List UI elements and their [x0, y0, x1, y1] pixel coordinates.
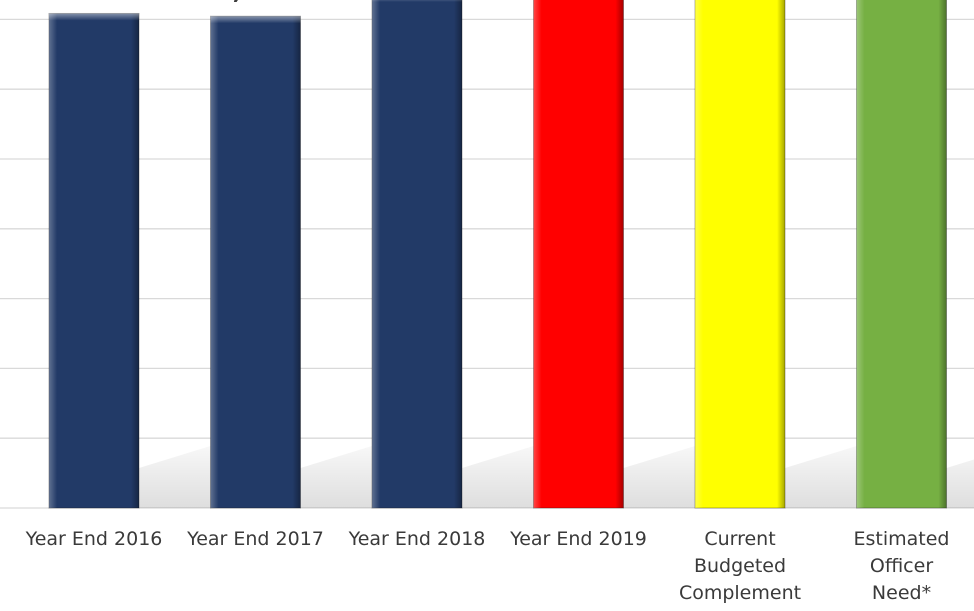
bar [856, 0, 947, 509]
bar [210, 15, 301, 509]
bar-body [533, 0, 624, 509]
value-labels: 1,9671,9592,0202,0772,1262,300 [53, 0, 297, 5]
x-tick-label: Year End 2018 [348, 528, 486, 550]
bar [48, 12, 140, 509]
bar-bevel-right [292, 16, 301, 508]
bar-bevel-left [49, 13, 57, 508]
x-tick-label: Estimated Officer Need* [853, 528, 950, 604]
bar [533, 0, 624, 509]
bar-shadow [946, 459, 974, 508]
bar-bevel-right [131, 13, 139, 508]
bar-body [210, 15, 301, 509]
bar-body [48, 12, 140, 509]
bar-bevel-right [615, 0, 624, 508]
bar [694, 0, 786, 509]
x-tick-label: Year End 2017 [187, 528, 324, 550]
bar-body [694, 0, 786, 509]
bar-bevel-top [210, 16, 301, 24]
bar-bevel-left [210, 16, 219, 508]
bar-bevel-right [454, 0, 462, 509]
bar-bevel-top [49, 13, 139, 21]
x-tick-label: Current Budgeted Complement [678, 528, 802, 604]
bars [48, 0, 947, 509]
value-label: 1,959 [214, 0, 296, 5]
bar-bevel-left [372, 0, 380, 509]
bar-bevel-left [856, 0, 865, 508]
bar-bevel-right [777, 0, 785, 508]
bar-body [371, 0, 463, 509]
gridlines [0, 18, 974, 509]
value-label: 1,967 [53, 0, 135, 2]
bar-bevel-top [372, 0, 462, 2]
bar-bevel-left [533, 0, 542, 508]
bar-bevel-right [938, 0, 947, 508]
x-tick-label: Year End 2019 [510, 528, 647, 550]
x-tick-label: Year End 2016 [25, 528, 163, 550]
bar-bevel-left [695, 0, 703, 508]
bar-body [856, 0, 947, 509]
bar [371, 0, 463, 509]
